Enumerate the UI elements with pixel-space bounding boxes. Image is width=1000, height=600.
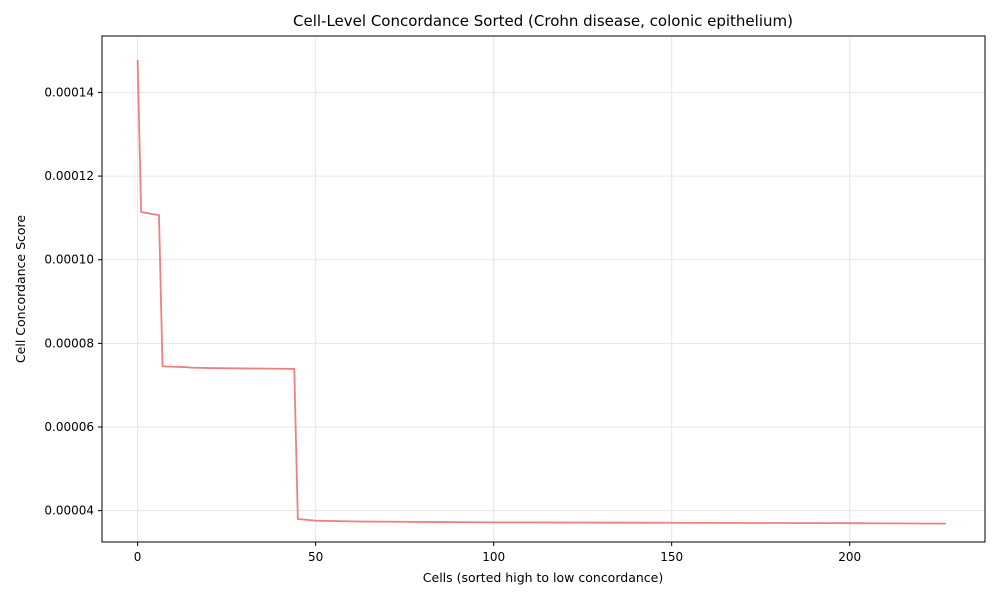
plot-area-frame [101, 35, 986, 543]
x-axis-label: Cells (sorted high to low concordance) [423, 570, 663, 585]
series-lines [136, 59, 946, 525]
x-tick-label: 0 [134, 550, 142, 564]
y-tick-label: 0.00004 [44, 504, 94, 518]
y-tick-label: 0.00006 [44, 420, 94, 434]
x-tick-label: 150 [660, 550, 683, 564]
y-axis-label: Cell Concordance Score [13, 215, 28, 363]
grid-lines [102, 36, 985, 542]
axis-ticks: 0 50 100 150 200 0.00004 0.00006 0.00008 0.00010… [44, 85, 861, 564]
y-tick-label: 0.00012 [44, 169, 94, 183]
x-tick-label: 100 [482, 550, 505, 564]
x-tick-label: 50 [308, 550, 323, 564]
y-tick-label: 0.00008 [44, 336, 94, 350]
x-tick-label: 200 [838, 550, 861, 564]
series-line [136, 59, 946, 525]
y-tick-label: 0.00014 [44, 85, 94, 99]
chart-title: Cell-Level Concordance Sorted (Crohn dis… [293, 12, 793, 30]
y-tick-label: 0.00010 [44, 253, 94, 267]
